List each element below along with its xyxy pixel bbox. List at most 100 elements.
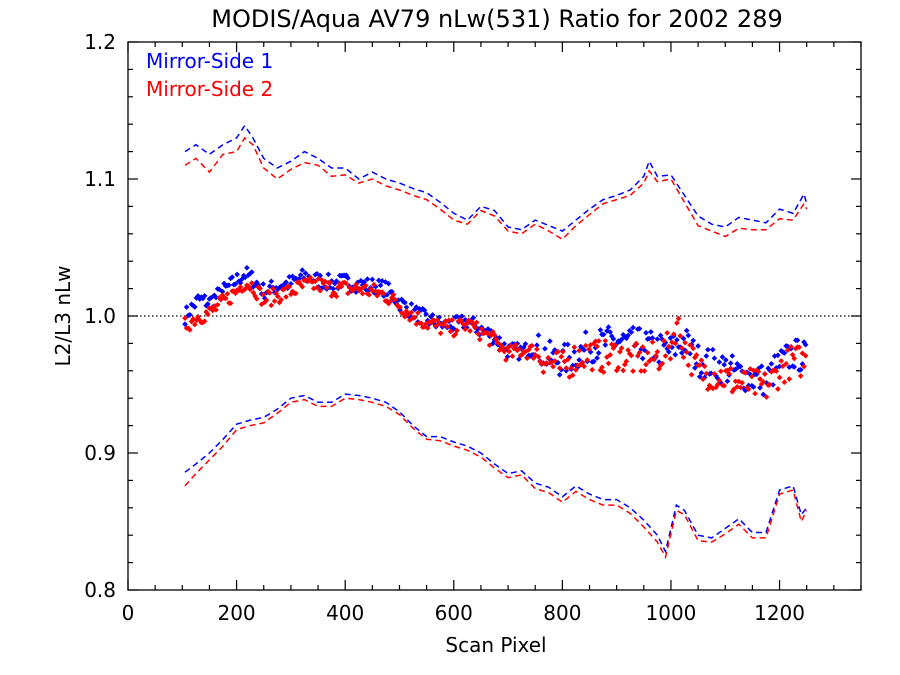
chart-title: MODIS/Aqua AV79 nLw(531) Ratio for 2002 … [211, 5, 783, 33]
mirror-side-2-point [638, 368, 644, 374]
mirror-side-2-point [503, 357, 509, 363]
mirror-side-2-point [472, 324, 478, 331]
mirror-side-2-point [615, 364, 622, 371]
mirror-side-2-point [247, 286, 254, 293]
mirror-side-2-point [745, 386, 752, 393]
mirror-side-1-point [234, 271, 240, 278]
mirror-side-2-point [227, 300, 234, 307]
mirror-side-2-point [224, 290, 231, 297]
mirror-side-1-point [610, 336, 617, 342]
mirror-side-2-point [599, 364, 605, 371]
mirror-side-2-point [801, 363, 807, 370]
mirror-side-2-point [742, 370, 749, 376]
mirror-side-1-point [758, 363, 765, 370]
mirror-side-2-point [506, 348, 513, 355]
mirror-side-1-point [607, 329, 614, 335]
mirror-side-2-point [431, 317, 438, 324]
mirror-side-2-point [268, 302, 275, 309]
axes: 0 200 400 600 800 1000 1200 0.8 0.9 1.0 1.1 1.2 [84, 30, 862, 625]
mirror-side-1-point [678, 350, 685, 356]
mirror-side-1-point [564, 341, 571, 348]
mirror-side-2-point [516, 346, 522, 352]
x-tick-label: 0 [122, 601, 135, 625]
mirror-side-1-point [297, 272, 304, 278]
mirror-side-2-point [475, 331, 482, 337]
mirror-side-1-point [187, 311, 193, 318]
mirror-side-2-point [374, 292, 381, 299]
mirror-side-1-point [639, 355, 646, 362]
mirror-side-2-point [540, 369, 547, 376]
mirror-side-1-point [722, 357, 729, 363]
mirror-side-2-point [213, 306, 219, 313]
mirror-side-2-point [534, 346, 540, 353]
mirror-side-1-point [636, 325, 643, 332]
mirror-side-2-point [307, 274, 314, 281]
mirror-side-2-point [447, 328, 454, 335]
mirror-side-1-point [768, 360, 775, 367]
mirror-side-2-point [586, 346, 592, 352]
mirror-side-1-point [724, 378, 731, 385]
mirror-side-2-point [623, 358, 630, 365]
mirror-side-2-point [703, 370, 710, 377]
mirror-side-1-point [226, 282, 232, 289]
mirror-side-2-point [543, 360, 550, 366]
mirror-side-2-point [444, 323, 451, 330]
mirror-side-1-point [600, 331, 607, 338]
mirror-side-1-points [182, 264, 809, 398]
x-tick-label: 400 [326, 601, 364, 625]
mirror-side-1-point [602, 342, 609, 348]
mirror-side-1-point [618, 336, 625, 343]
mirror-side-2-point [636, 349, 643, 356]
mirror-side-2-point [605, 360, 612, 367]
mirror-side-2-point [612, 342, 618, 348]
mirror-side-2-point [752, 390, 758, 397]
mirror-side-2-point [576, 347, 583, 354]
mirror-side-2-point [555, 348, 561, 355]
mirror-side-2-point [237, 284, 244, 290]
mirror-side-2-point [397, 304, 403, 311]
mirror-side-1-point [333, 278, 340, 284]
mirror-side-2-point [323, 284, 330, 291]
mirror-side-1-point [794, 337, 801, 344]
mirror-side-2-point [248, 280, 255, 286]
mirror-side-1-point [719, 354, 726, 360]
mirror-side-2-point [654, 348, 661, 355]
mirror-side-2-point [545, 354, 552, 361]
mirror-side-2-point [392, 296, 398, 303]
mirror-side-2-point [584, 357, 591, 363]
mirror-side-2-point [639, 344, 646, 350]
mirror-side-2-point [201, 318, 208, 325]
mirror-side-2-point [696, 362, 703, 368]
mirror-side-2-point [700, 376, 706, 383]
x-tick-label: 1200 [754, 601, 805, 625]
mirror-side-2-point [437, 330, 444, 337]
mirror-side-1-point [781, 350, 788, 356]
mirror-side-2-point [187, 327, 193, 333]
mirror-side-2-point [582, 342, 589, 349]
mirror-side-2-point [762, 371, 768, 377]
mirror-side-2-point [739, 379, 745, 386]
mirror-side-2-point [644, 349, 651, 356]
mirror-side-2-point [408, 309, 415, 316]
mirror-side-1-point [283, 279, 289, 286]
mirror-side-2-point [680, 354, 687, 361]
mirror-side-2-point [317, 287, 324, 294]
mirror-side-2-point [775, 386, 781, 392]
mirror-side-2-point [278, 296, 284, 303]
mirror-side-1-point [571, 348, 578, 355]
mirror-side-1-point [802, 341, 809, 348]
mirror-side-2-point [786, 376, 793, 382]
mirror-side-2-point [529, 342, 535, 349]
mirror-side-2-point [270, 285, 276, 292]
mirror-side-1-point [385, 280, 392, 287]
mirror-side-1-point [705, 346, 711, 353]
mirror-side-2-point [630, 368, 636, 374]
mirror-side-1-point [535, 332, 542, 339]
mirror-side-2-point [607, 352, 614, 358]
mirror-side-2-point [491, 332, 498, 338]
mirror-side-2-point [564, 356, 571, 363]
mirror-side-2-point [698, 357, 705, 364]
mirror-side-1-point [213, 294, 219, 301]
mirror-side-2-point [661, 337, 667, 344]
